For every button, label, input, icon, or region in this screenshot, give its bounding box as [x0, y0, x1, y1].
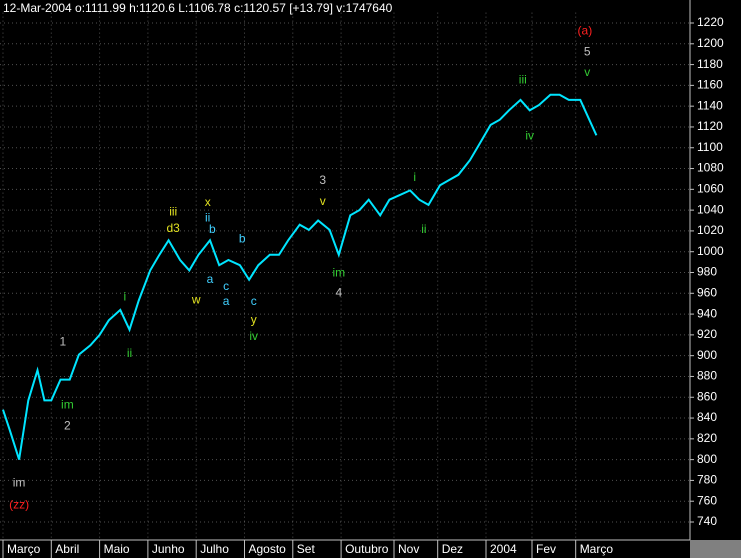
wave-label: ii: [421, 222, 426, 236]
x-tick-label: Junho: [152, 542, 185, 556]
wave-label: w: [191, 293, 201, 307]
x-tick-label: Agosto: [248, 542, 286, 556]
corner: [690, 540, 741, 558]
wave-label: 2: [64, 419, 71, 433]
x-tick-label: Dez: [442, 542, 463, 556]
y-tick-label: 1200: [697, 36, 724, 50]
y-tick-label: 1100: [697, 140, 723, 154]
y-tick-label: 1220: [697, 15, 724, 29]
wave-label: y: [251, 312, 257, 326]
y-tick-label: 1000: [697, 244, 724, 258]
y-tick-label: 780: [697, 473, 717, 487]
y-tick-label: 960: [697, 285, 717, 299]
y-tick-label: 1120: [697, 119, 723, 133]
wave-label: ii: [205, 211, 210, 225]
y-tick-label: 880: [697, 369, 717, 383]
y-tick-label: 1180: [697, 57, 723, 71]
wave-label: iv: [249, 329, 258, 343]
x-tick-label: Abril: [55, 542, 79, 556]
y-tick-label: 980: [697, 265, 717, 279]
y-tick-label: 940: [697, 306, 717, 320]
y-tick-label: 820: [697, 431, 717, 445]
x-tick-label: Maio: [104, 542, 130, 556]
wave-label: c: [251, 294, 257, 308]
chart-title: 12-Mar-2004 o:1111.99 h:1120.6 L:1106.78…: [3, 1, 393, 15]
wave-label: (a): [578, 23, 593, 37]
y-tick-label: 1020: [697, 223, 724, 237]
y-tick-label: 860: [697, 389, 717, 403]
wave-label: iii: [519, 72, 527, 86]
wave-label: a: [207, 272, 214, 286]
wave-label: b: [239, 231, 246, 245]
wave-label: 1: [59, 334, 66, 348]
wave-label: x: [205, 195, 211, 209]
wave-label: d3: [167, 221, 181, 235]
wave-label: iii: [169, 204, 177, 218]
x-tick-label: Julho: [200, 542, 229, 556]
x-tick-label: Março: [580, 542, 614, 556]
wave-label: im: [61, 398, 74, 412]
y-tick-label: 1160: [697, 78, 723, 92]
x-tick-label: Março: [7, 542, 41, 556]
wave-label: im: [332, 266, 345, 280]
y-tick-label: 740: [697, 514, 717, 528]
x-tick-label: Set: [297, 542, 316, 556]
y-tick-label: 1140: [697, 98, 723, 112]
y-tick-label: 1040: [697, 202, 724, 216]
wave-label: ii: [127, 346, 132, 360]
wave-label: (zz): [9, 498, 29, 512]
x-tick-label: Outubro: [345, 542, 389, 556]
x-tick-label: 2004: [490, 542, 517, 556]
wave-label: a: [223, 294, 230, 308]
wave-label: i: [413, 170, 416, 184]
wave-label: v: [584, 65, 590, 79]
wave-label: 5: [584, 44, 591, 58]
y-tick-label: 920: [697, 327, 717, 341]
y-tick-label: 840: [697, 410, 717, 424]
y-tick-label: 1060: [697, 182, 724, 196]
wave-label: b: [209, 222, 216, 236]
wave-label: i: [124, 290, 127, 304]
y-tick-label: 1080: [697, 161, 724, 175]
wave-label: 4: [335, 285, 342, 299]
wave-label: v: [320, 194, 326, 208]
y-tick-label: 900: [697, 348, 717, 362]
y-tick-label: 800: [697, 452, 717, 466]
y-tick-label: 760: [697, 493, 717, 507]
wave-label: c: [223, 279, 229, 293]
price-line: [2, 93, 598, 460]
wave-label: 3: [319, 173, 326, 187]
x-tick-label: Nov: [398, 542, 419, 556]
x-tick-label: Fev: [536, 542, 556, 556]
wave-label: iv: [525, 128, 534, 142]
wave-label: im: [13, 476, 26, 490]
